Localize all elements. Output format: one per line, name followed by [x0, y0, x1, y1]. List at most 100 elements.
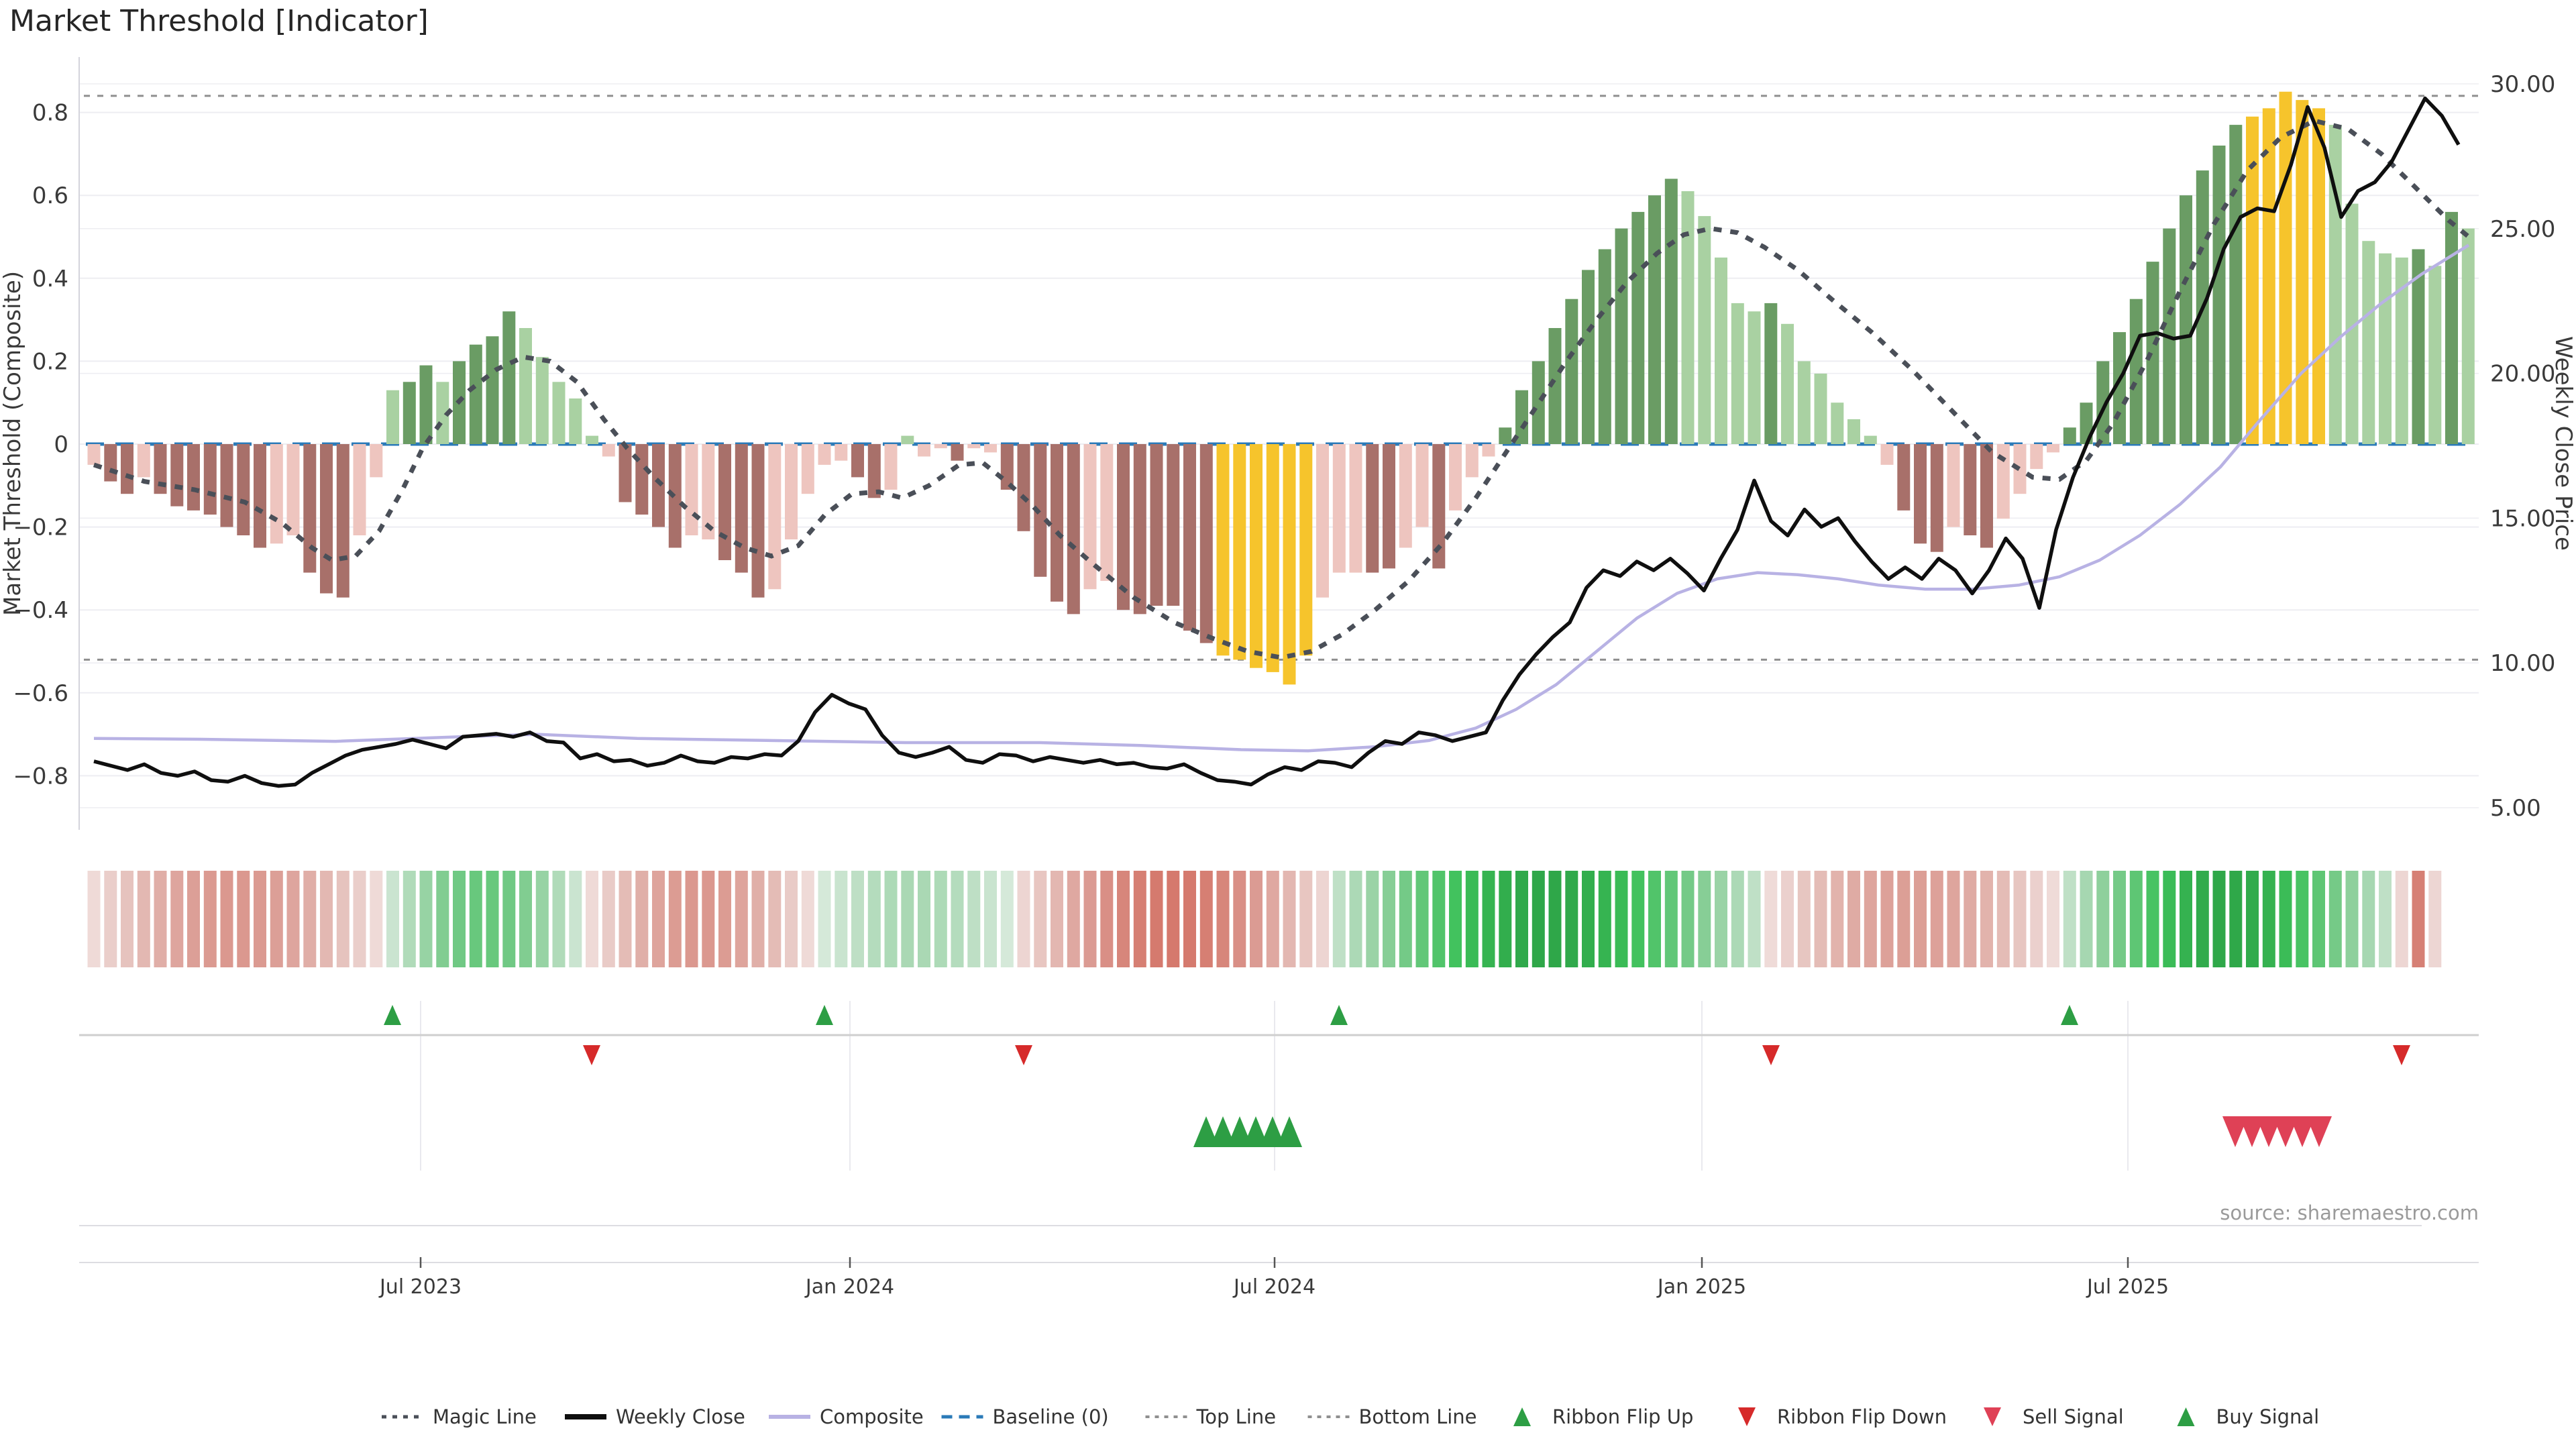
ribbon-cell-green [1332, 871, 1346, 967]
composite-bar [934, 444, 947, 449]
ribbon-cell-red [370, 871, 383, 967]
composite-bar [1681, 191, 1695, 444]
weekly-close-line [93, 96, 2461, 788]
composite-bar [1880, 444, 1894, 465]
ribbon-cell-red [685, 871, 698, 967]
ribbon-cell-green [1000, 871, 1014, 967]
ribbon-cell-green [436, 871, 449, 967]
composite-bar [2246, 116, 2259, 445]
ribbon-cell-red [220, 871, 233, 967]
ribbon-cell-green [1415, 871, 1429, 967]
composite-bar [1017, 444, 1030, 531]
ribbon-cell-red [2428, 871, 2442, 967]
ribbon-cell-red [1947, 871, 1960, 967]
composite-bar [2362, 241, 2375, 444]
composite-bar [1266, 444, 1279, 672]
composite-bar [535, 357, 549, 444]
ribbon-cell-red [1183, 871, 1196, 967]
ribbon-cell-red [170, 871, 184, 967]
ribbon-cell-green [2180, 871, 2192, 967]
ribbon-cell-green [1582, 871, 1595, 967]
composite-bar [718, 444, 731, 560]
composite-tick-label: 0.4 [32, 266, 68, 292]
ribbon-cell-green [2362, 871, 2375, 967]
composite-bar [137, 444, 150, 478]
composite-bar [1482, 444, 1495, 457]
ribbon-cell-green [2296, 871, 2309, 967]
ribbon-cell-red [586, 871, 598, 967]
date-tick-label: Jan 2024 [804, 1275, 894, 1299]
ribbon-cell-red [635, 871, 649, 967]
composite-bar [519, 328, 532, 444]
ribbon-cell-green [1731, 871, 1744, 967]
ribbon-flip-up-marker [816, 1005, 833, 1025]
composite-bar [1067, 444, 1080, 614]
buy-signal-marker [1193, 1116, 1219, 1147]
composite-bar [1565, 299, 1578, 444]
legend-item-label: Ribbon Flip Down [1777, 1405, 1947, 1428]
ribbon-cell-green [1499, 871, 1512, 967]
ribbon-cell-green [2113, 871, 2126, 967]
ribbon-cell-red [104, 871, 117, 967]
ribbon-cell-red [1864, 871, 1877, 967]
magic-line [93, 118, 2471, 660]
ribbon-cell-green [386, 871, 399, 967]
composite-axis-title: Market Threshold (Composite) [0, 271, 26, 616]
ribbon-cell-red [1266, 871, 1279, 967]
ribbon-cell-red [270, 871, 283, 967]
composite-bar [1034, 444, 1047, 577]
buy-signal-marker [1277, 1116, 1302, 1147]
composite-bar [951, 444, 964, 461]
ribbon-cell-red [1964, 871, 1977, 967]
composite-line [93, 244, 2470, 753]
composite-bar [1964, 444, 1977, 535]
composite-bar [1914, 444, 1927, 544]
ribbon-cell-red [1914, 871, 1927, 967]
ribbon-cell-green [2312, 871, 2325, 967]
price-tick-label: 10.00 [2490, 650, 2555, 677]
ribbon-cell-green [535, 871, 549, 967]
composite-bar [1250, 444, 1263, 668]
composite-bar [1532, 361, 1545, 444]
composite-bar [419, 365, 433, 444]
composite-bar [2379, 253, 2392, 444]
composite-tick-label: −0.4 [13, 597, 68, 624]
date-tick-label: Jul 2023 [378, 1275, 462, 1299]
composite-bar [1582, 270, 1595, 444]
ribbon-cell-red [1831, 871, 1844, 967]
ribbon-cell-green [1449, 871, 1462, 967]
composite-bar [801, 444, 814, 494]
ribbon-cell-red [668, 871, 682, 967]
composite-bar [1133, 444, 1146, 614]
composite-bar [2229, 125, 2243, 444]
composite-bar [1897, 444, 1911, 511]
composite-bar [1996, 444, 2010, 519]
ribbon-cell-green [2246, 871, 2259, 967]
ribbon-flip-up-marker [2061, 1005, 2078, 1025]
ribbon-cell-red [1199, 871, 1213, 967]
sell-signal-marker [2290, 1116, 2315, 1147]
signal-axes-layer [79, 1001, 2479, 1263]
ribbon-cell-green [1598, 871, 1611, 967]
composite-bar [668, 444, 682, 548]
ribbon-cell-red [2395, 871, 2408, 967]
composite-bar [502, 311, 516, 444]
composite-tick-label: 0.8 [32, 100, 68, 127]
composite-bar [170, 444, 184, 506]
ribbon-cell-green [569, 871, 582, 967]
composite-bar [402, 382, 416, 444]
composite-bar [2345, 203, 2359, 444]
ribbon-cell-green [1383, 871, 1395, 967]
legend-item-label: Top Line [1196, 1405, 1277, 1428]
composite-bar [1100, 444, 1114, 581]
composite-bar [1831, 402, 1844, 444]
source-attribution: source: sharemaestro.com [2220, 1201, 2479, 1224]
composite-bar [286, 444, 300, 535]
composite-bar [1415, 444, 1429, 527]
ribbon-cell-green [1482, 871, 1495, 967]
composite-bar [1631, 211, 1645, 444]
ribbon-cell-green [984, 871, 997, 967]
composite-bar [1316, 444, 1329, 598]
